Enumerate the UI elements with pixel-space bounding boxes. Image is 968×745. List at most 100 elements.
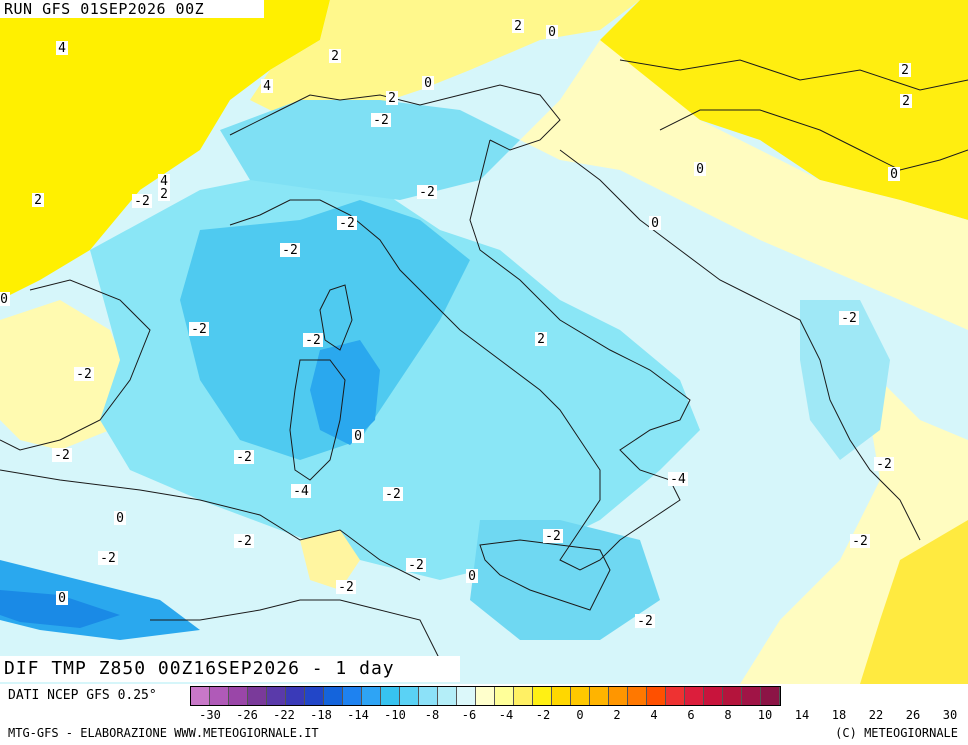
anomaly-value-label: 4 bbox=[58, 41, 66, 56]
value-label-bg bbox=[383, 487, 403, 501]
value-label-bg bbox=[535, 332, 547, 346]
anomaly-value-label: 2 bbox=[537, 332, 545, 347]
anomaly-value-label: 2 bbox=[388, 91, 396, 106]
value-label-bg bbox=[888, 167, 900, 181]
run-title: RUN GFS 01SEP2026 00Z bbox=[0, 0, 264, 18]
footer-copyright: (C) METEOGIORNALE bbox=[835, 726, 958, 740]
color-scale-swatch bbox=[476, 687, 495, 705]
color-scale-swatch bbox=[666, 687, 685, 705]
anomaly-value-label: 2 bbox=[331, 49, 339, 64]
value-label-bg bbox=[546, 25, 558, 39]
mild-region-west bbox=[0, 300, 130, 450]
anomaly-value-label: 0 bbox=[116, 511, 124, 526]
value-label-bg bbox=[406, 558, 426, 572]
anomaly-value-label: -2 bbox=[338, 580, 354, 595]
color-scale-swatch bbox=[533, 687, 552, 705]
value-label-bg bbox=[52, 448, 72, 462]
anomaly-value-label: -2 bbox=[339, 216, 355, 231]
color-scale-tick-label: -10 bbox=[384, 708, 406, 722]
color-scale-swatch bbox=[571, 687, 590, 705]
color-scale-tick-label: -30 bbox=[199, 708, 221, 722]
value-label-bg bbox=[32, 193, 44, 207]
anomaly-value-label: -4 bbox=[670, 472, 686, 487]
color-scale-swatch bbox=[590, 687, 609, 705]
anomaly-value-label: 0 bbox=[696, 162, 704, 177]
anomaly-value-label: -2 bbox=[637, 614, 653, 629]
color-scale-swatch bbox=[191, 687, 210, 705]
color-scale-swatch bbox=[552, 687, 571, 705]
warm-region-southeast bbox=[860, 520, 968, 684]
value-label-bg bbox=[337, 216, 357, 230]
data-source-label: DATI NCEP GFS 0.25° bbox=[8, 688, 157, 703]
color-scale-tick-label: 4 bbox=[650, 708, 658, 722]
anomaly-value-label: 0 bbox=[58, 591, 66, 606]
color-scale-swatch bbox=[609, 687, 628, 705]
color-scale-swatch bbox=[324, 687, 343, 705]
cold-region-southwest-deep bbox=[0, 590, 120, 628]
value-label-bg bbox=[114, 511, 126, 525]
anomaly-value-label: 4 bbox=[160, 174, 168, 189]
color-scale-tick-label: -8 bbox=[424, 708, 440, 722]
color-scale-swatch bbox=[685, 687, 704, 705]
color-scale-tick-label: 26 bbox=[905, 708, 921, 722]
anomaly-value-label: -2 bbox=[191, 322, 207, 337]
value-label-bg bbox=[291, 484, 311, 498]
anomaly-value-label: -2 bbox=[100, 551, 116, 566]
value-label-bg bbox=[417, 185, 437, 199]
value-label-bg bbox=[668, 472, 688, 486]
color-scale-tick-label: -6 bbox=[461, 708, 477, 722]
value-label-bg bbox=[74, 367, 94, 381]
color-scale-swatch bbox=[362, 687, 381, 705]
map-title: DIF TMP Z850 00Z16SEP2026 - 1 day bbox=[0, 656, 460, 682]
value-label-bg bbox=[694, 162, 706, 176]
color-scale-swatch bbox=[286, 687, 305, 705]
color-scale-tick-label: -2 bbox=[535, 708, 551, 722]
color-scale-swatch bbox=[248, 687, 267, 705]
anomaly-value-label: 2 bbox=[901, 63, 909, 78]
value-label-bg bbox=[336, 580, 356, 594]
cool-region-ionian bbox=[470, 520, 660, 640]
value-label-bg bbox=[900, 94, 912, 108]
color-scale-tick-label: 6 bbox=[687, 708, 695, 722]
value-label-bg bbox=[158, 174, 170, 188]
anomaly-value-label: -2 bbox=[841, 311, 857, 326]
anomaly-value-label: -2 bbox=[134, 194, 150, 209]
value-label-bg bbox=[280, 243, 300, 257]
color-scale-swatch bbox=[419, 687, 438, 705]
color-scale-tick-label: -26 bbox=[236, 708, 258, 722]
anomaly-value-label: -2 bbox=[419, 185, 435, 200]
value-label-bg bbox=[234, 450, 254, 464]
anomaly-value-label: 0 bbox=[548, 25, 556, 40]
color-scale-tick-label: 30 bbox=[942, 708, 958, 722]
value-label-bg bbox=[386, 91, 398, 105]
value-label-bg bbox=[56, 41, 68, 55]
cold-region-sardinia bbox=[310, 340, 380, 445]
color-scale-swatch bbox=[457, 687, 476, 705]
anomaly-value-label: 2 bbox=[160, 187, 168, 202]
value-label-bg bbox=[649, 216, 661, 230]
color-scale-tick-label: -22 bbox=[273, 708, 295, 722]
anomaly-value-label: 2 bbox=[514, 19, 522, 34]
value-label-bg bbox=[352, 429, 364, 443]
value-label-bg bbox=[234, 534, 254, 548]
mild-region-tunisia bbox=[300, 530, 360, 590]
color-scale-tick-label: 22 bbox=[868, 708, 884, 722]
value-label-bg bbox=[158, 187, 170, 201]
color-scale-swatch bbox=[400, 687, 419, 705]
color-scale-swatch bbox=[495, 687, 514, 705]
color-scale-tick-label: -18 bbox=[310, 708, 332, 722]
color-scale-swatch bbox=[647, 687, 666, 705]
color-scale-swatch bbox=[742, 687, 761, 705]
anomaly-value-label: -2 bbox=[373, 113, 389, 128]
anomaly-value-label: 4 bbox=[263, 79, 271, 94]
anomaly-value-label: 0 bbox=[651, 216, 659, 231]
anomaly-value-label: -2 bbox=[76, 367, 92, 382]
value-label-bg bbox=[543, 529, 563, 543]
cold-region-tyrrhenian bbox=[180, 200, 470, 460]
color-scale-swatch bbox=[628, 687, 647, 705]
color-scale-swatch bbox=[438, 687, 457, 705]
mild-region-east bbox=[520, 40, 968, 330]
anomaly-value-label: -2 bbox=[305, 333, 321, 348]
